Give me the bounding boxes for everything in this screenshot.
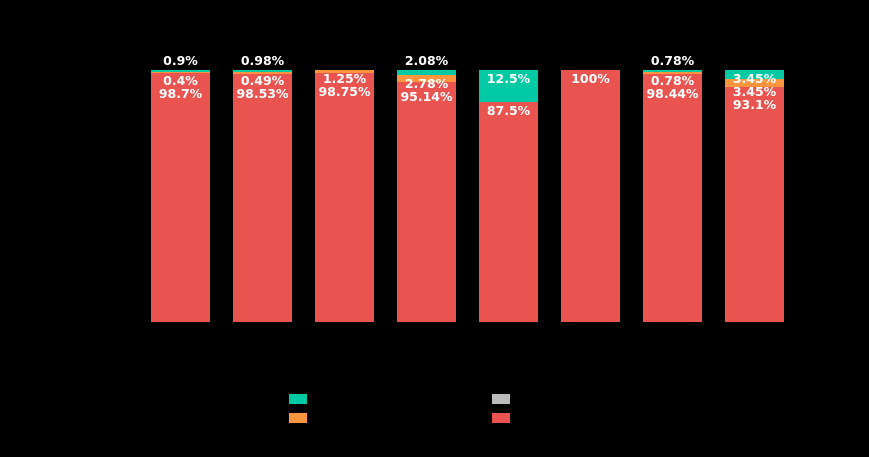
bar-value-label-red: 98.75% [318, 84, 371, 99]
bar-value-label-teal: 0.9% [163, 53, 198, 68]
bar-segment-red [643, 73, 702, 322]
bar-column-7: 0.78% 0.78% 98.44% [643, 54, 702, 322]
legend-swatch-gray [492, 394, 510, 404]
bar-value-label-orange: 0.49% [240, 73, 285, 89]
bar-value-label-red: 98.44% [646, 85, 699, 101]
bar-value-label-orange: 3.45% [732, 84, 777, 99]
bar-segment-teal [643, 70, 702, 72]
bar-segment-teal [479, 70, 538, 102]
bar-segment-teal [397, 70, 456, 76]
bar-value-label-orange: 0.4% [163, 73, 198, 89]
bar-segment-orange [233, 72, 292, 74]
bar-segment-red [479, 101, 538, 322]
bar-value-label-red: 98.7% [158, 86, 203, 102]
bar-value-label-teal: 12.5% [486, 71, 531, 86]
bar-value-label-red: 95.14% [400, 89, 453, 105]
legend-swatch-red [492, 413, 510, 423]
bar-segment-teal [233, 70, 292, 73]
bar-segment-red [233, 73, 292, 322]
bar-segment-orange [643, 71, 702, 74]
bar-value-label-teal: 2.08% [404, 53, 449, 68]
bar-segment-red [315, 73, 374, 322]
bar-value-label-orange: 2.78% [404, 76, 449, 92]
legend-swatch-teal [289, 394, 307, 404]
bar-value-label-teal: 3.45% [732, 71, 777, 86]
bar-value-label-red: 93.1% [732, 97, 777, 112]
legend-swatch-orange [289, 413, 307, 423]
bar-segment-teal [151, 70, 210, 73]
bar-column-8: 3.45% 3.45% 93.1% [725, 70, 784, 322]
bar-column-4: 2.08% 2.78% 95.14% [397, 54, 456, 322]
bar-segment-red [151, 73, 210, 322]
bar-segment-orange [151, 72, 210, 74]
bar-column-3: 1.25% 98.75% [315, 70, 374, 322]
bar-segment-teal [725, 70, 784, 79]
bar-value-label-teal: 0.78% [650, 53, 695, 68]
bar-value-label-orange: 0.78% [650, 72, 695, 88]
bar-column-1: 0.9% 0.4% 98.7% [151, 54, 210, 322]
bar-column-5: 12.5% 87.5% [479, 70, 538, 322]
bar-value-label-red: 87.5% [486, 102, 531, 118]
bar-column-6: 100% [561, 70, 620, 322]
bar-value-label-teal: 0.98% [240, 53, 285, 68]
bar-segment-red [725, 87, 784, 322]
bar-column-2: 0.98% 0.49% 98.53% [233, 54, 292, 322]
bar-value-label-red: 98.53% [236, 86, 289, 102]
bar-segment-red [561, 70, 620, 322]
bar-segment-orange [725, 78, 784, 88]
bar-value-label-red: 100% [571, 71, 610, 86]
bar-value-label-orange: 1.25% [322, 71, 367, 86]
bar-segment-red [397, 82, 456, 322]
bar-segment-orange [315, 70, 374, 74]
bar-segment-orange [397, 75, 456, 83]
